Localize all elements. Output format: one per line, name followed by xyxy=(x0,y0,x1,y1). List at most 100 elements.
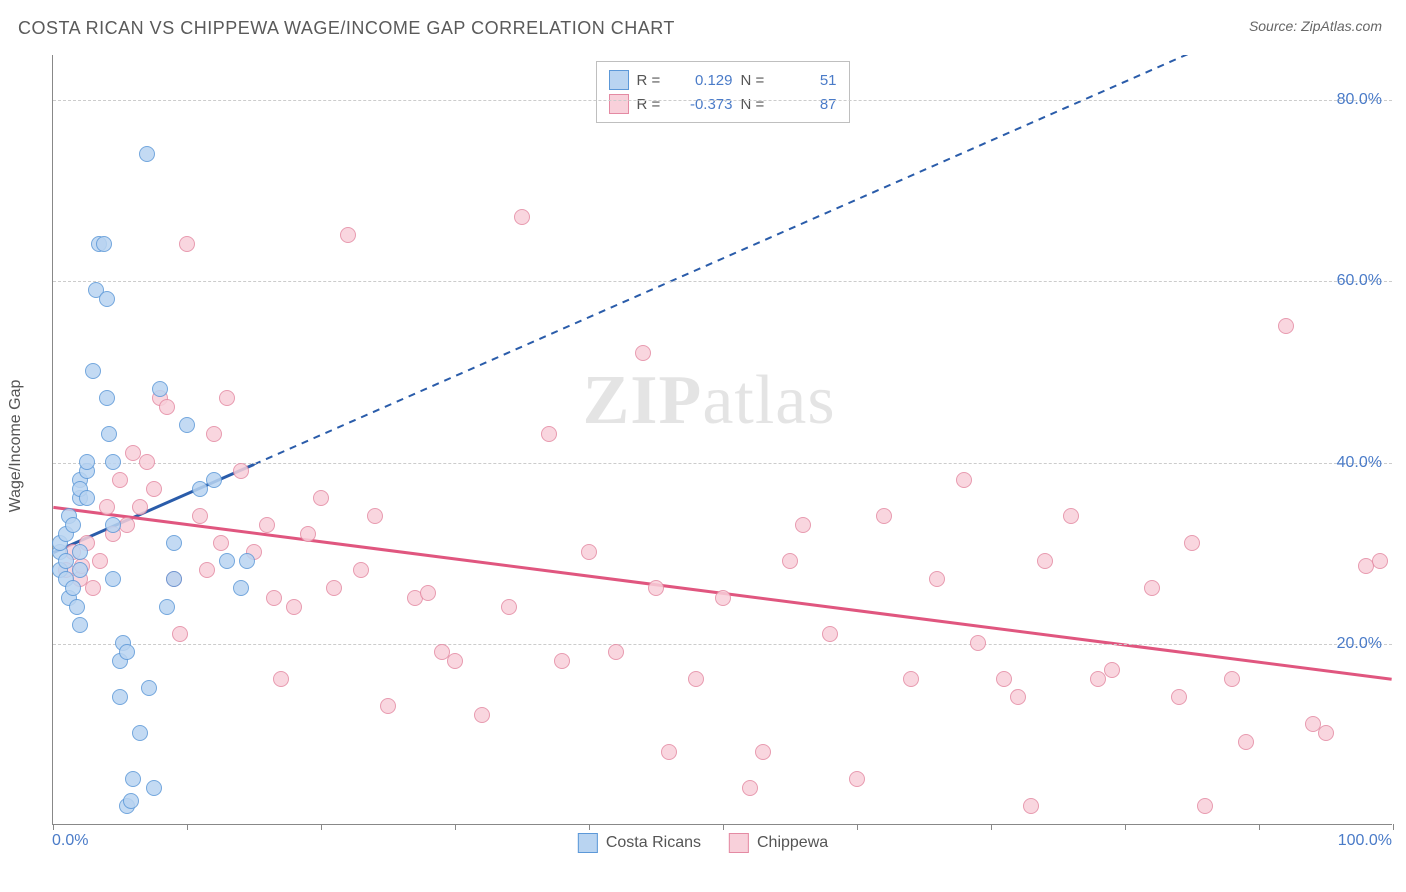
data-point xyxy=(849,771,865,787)
data-point xyxy=(99,291,115,307)
data-point xyxy=(79,454,95,470)
scatter-chart: R = 0.129 N = 51 R = -0.373 N = 87 ZIPat… xyxy=(52,55,1392,825)
grid-line xyxy=(53,463,1392,464)
y-axis-label: Wage/Income Gap xyxy=(7,380,25,513)
grid-line xyxy=(53,644,1392,645)
data-point xyxy=(996,671,1012,687)
data-point xyxy=(313,490,329,506)
data-point xyxy=(192,508,208,524)
watermark-bold: ZIP xyxy=(583,362,703,439)
data-point xyxy=(72,617,88,633)
data-point xyxy=(581,544,597,560)
data-point xyxy=(112,472,128,488)
data-point xyxy=(1104,662,1120,678)
data-point xyxy=(420,585,436,601)
data-point xyxy=(85,363,101,379)
data-point xyxy=(688,671,704,687)
data-point xyxy=(742,780,758,796)
data-point xyxy=(1197,798,1213,814)
data-point xyxy=(206,472,222,488)
data-point xyxy=(159,399,175,415)
data-point xyxy=(92,553,108,569)
data-point xyxy=(65,580,81,596)
data-point xyxy=(326,580,342,596)
data-point xyxy=(65,517,81,533)
data-point xyxy=(353,562,369,578)
data-point xyxy=(105,454,121,470)
data-point xyxy=(1224,671,1240,687)
watermark-rest: atlas xyxy=(702,362,835,439)
data-point xyxy=(1037,553,1053,569)
x-tick xyxy=(1125,824,1126,830)
data-point xyxy=(635,345,651,361)
data-point xyxy=(447,653,463,669)
legend-item-series1: Costa Ricans xyxy=(578,833,701,853)
data-point xyxy=(101,426,117,442)
x-tick xyxy=(991,824,992,830)
data-point xyxy=(715,590,731,606)
chart-header: COSTA RICAN VS CHIPPEWA WAGE/INCOME GAP … xyxy=(0,0,1406,47)
data-point xyxy=(876,508,892,524)
x-tick xyxy=(53,824,54,830)
data-point xyxy=(99,499,115,515)
x-tick xyxy=(187,824,188,830)
data-point xyxy=(929,571,945,587)
legend-correlation: R = 0.129 N = 51 R = -0.373 N = 87 xyxy=(596,61,850,123)
data-point xyxy=(213,535,229,551)
y-tick-label: 80.0% xyxy=(1337,91,1382,109)
n-label: N = xyxy=(741,96,771,113)
data-point xyxy=(125,771,141,787)
data-point xyxy=(1278,318,1294,334)
data-point xyxy=(132,725,148,741)
data-point xyxy=(514,209,530,225)
swatch-series2 xyxy=(609,94,629,114)
data-point xyxy=(1063,508,1079,524)
data-point xyxy=(206,426,222,442)
data-point xyxy=(259,517,275,533)
y-tick-label: 60.0% xyxy=(1337,272,1382,290)
data-point xyxy=(239,553,255,569)
data-point xyxy=(179,236,195,252)
data-point xyxy=(1010,689,1026,705)
data-point xyxy=(266,590,282,606)
data-point xyxy=(782,553,798,569)
data-point xyxy=(1238,734,1254,750)
n-value-series1: 51 xyxy=(779,72,837,89)
data-point xyxy=(166,571,182,587)
data-point xyxy=(661,744,677,760)
data-point xyxy=(648,580,664,596)
swatch-series2-bottom xyxy=(729,833,749,853)
data-point xyxy=(501,599,517,615)
source-label: Source: xyxy=(1249,18,1301,34)
data-point xyxy=(69,599,85,615)
legend-label-series1: Costa Ricans xyxy=(606,834,701,852)
data-point xyxy=(541,426,557,442)
data-point xyxy=(822,626,838,642)
data-point xyxy=(755,744,771,760)
chart-title: COSTA RICAN VS CHIPPEWA WAGE/INCOME GAP … xyxy=(18,18,675,39)
data-point xyxy=(96,236,112,252)
data-point xyxy=(139,146,155,162)
data-point xyxy=(119,644,135,660)
grid-line xyxy=(53,281,1392,282)
data-point xyxy=(72,544,88,560)
data-point xyxy=(132,499,148,515)
data-point xyxy=(956,472,972,488)
data-point xyxy=(219,390,235,406)
data-point xyxy=(219,553,235,569)
data-point xyxy=(1318,725,1334,741)
data-point xyxy=(172,626,188,642)
x-axis-label-left: 0.0% xyxy=(52,832,88,850)
grid-line xyxy=(53,100,1392,101)
watermark: ZIPatlas xyxy=(583,361,836,441)
data-point xyxy=(300,526,316,542)
data-point xyxy=(233,580,249,596)
n-value-series2: 87 xyxy=(779,96,837,113)
data-point xyxy=(554,653,570,669)
x-tick xyxy=(723,824,724,830)
legend-item-series2: Chippewa xyxy=(729,833,828,853)
data-point xyxy=(273,671,289,687)
data-point xyxy=(1184,535,1200,551)
legend-row-series2: R = -0.373 N = 87 xyxy=(609,92,837,116)
data-point xyxy=(1023,798,1039,814)
